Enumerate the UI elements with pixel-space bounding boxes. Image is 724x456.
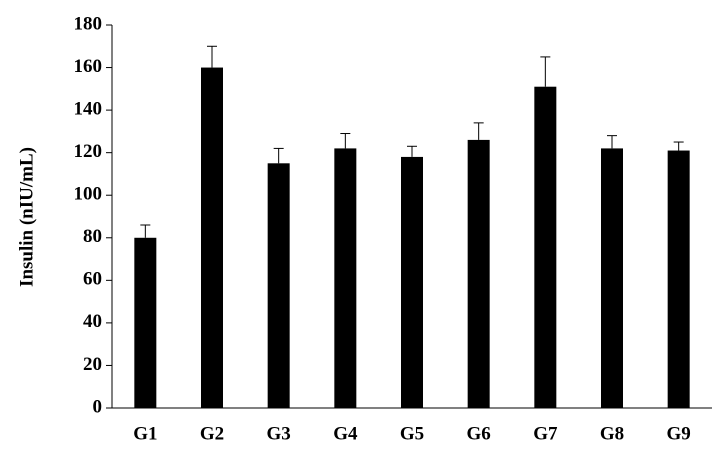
x-tick-label: G1 (133, 423, 157, 444)
y-tick-label: 40 (83, 311, 102, 332)
bar (134, 237, 157, 408)
bar (201, 67, 223, 409)
y-tick-label: 60 (83, 269, 102, 290)
y-tick-label: 180 (74, 13, 103, 34)
bar (534, 86, 557, 408)
bar (601, 148, 623, 408)
bar (267, 163, 290, 408)
x-tick-label: G3 (267, 423, 291, 444)
x-tick-label: G8 (600, 423, 624, 444)
x-tick-label: G4 (333, 423, 358, 444)
x-tick-label: G7 (533, 423, 558, 444)
x-tick-label: G5 (400, 423, 424, 444)
y-tick-label: 0 (93, 396, 103, 417)
y-tick-label: 140 (74, 98, 103, 119)
y-tick-label: 20 (83, 354, 102, 375)
x-tick-label: G9 (667, 423, 691, 444)
y-axis-label: Insulin (nIU/mL) (16, 147, 37, 287)
bar (467, 139, 490, 408)
y-tick-label: 120 (74, 141, 103, 162)
bar (401, 156, 423, 408)
x-tick-label: G6 (467, 423, 491, 444)
y-tick-label: 160 (74, 56, 103, 77)
bar (667, 150, 690, 409)
y-tick-label: 80 (83, 226, 102, 247)
y-tick-label: 100 (74, 184, 103, 205)
bar (334, 148, 357, 408)
x-tick-label: G2 (200, 423, 224, 444)
